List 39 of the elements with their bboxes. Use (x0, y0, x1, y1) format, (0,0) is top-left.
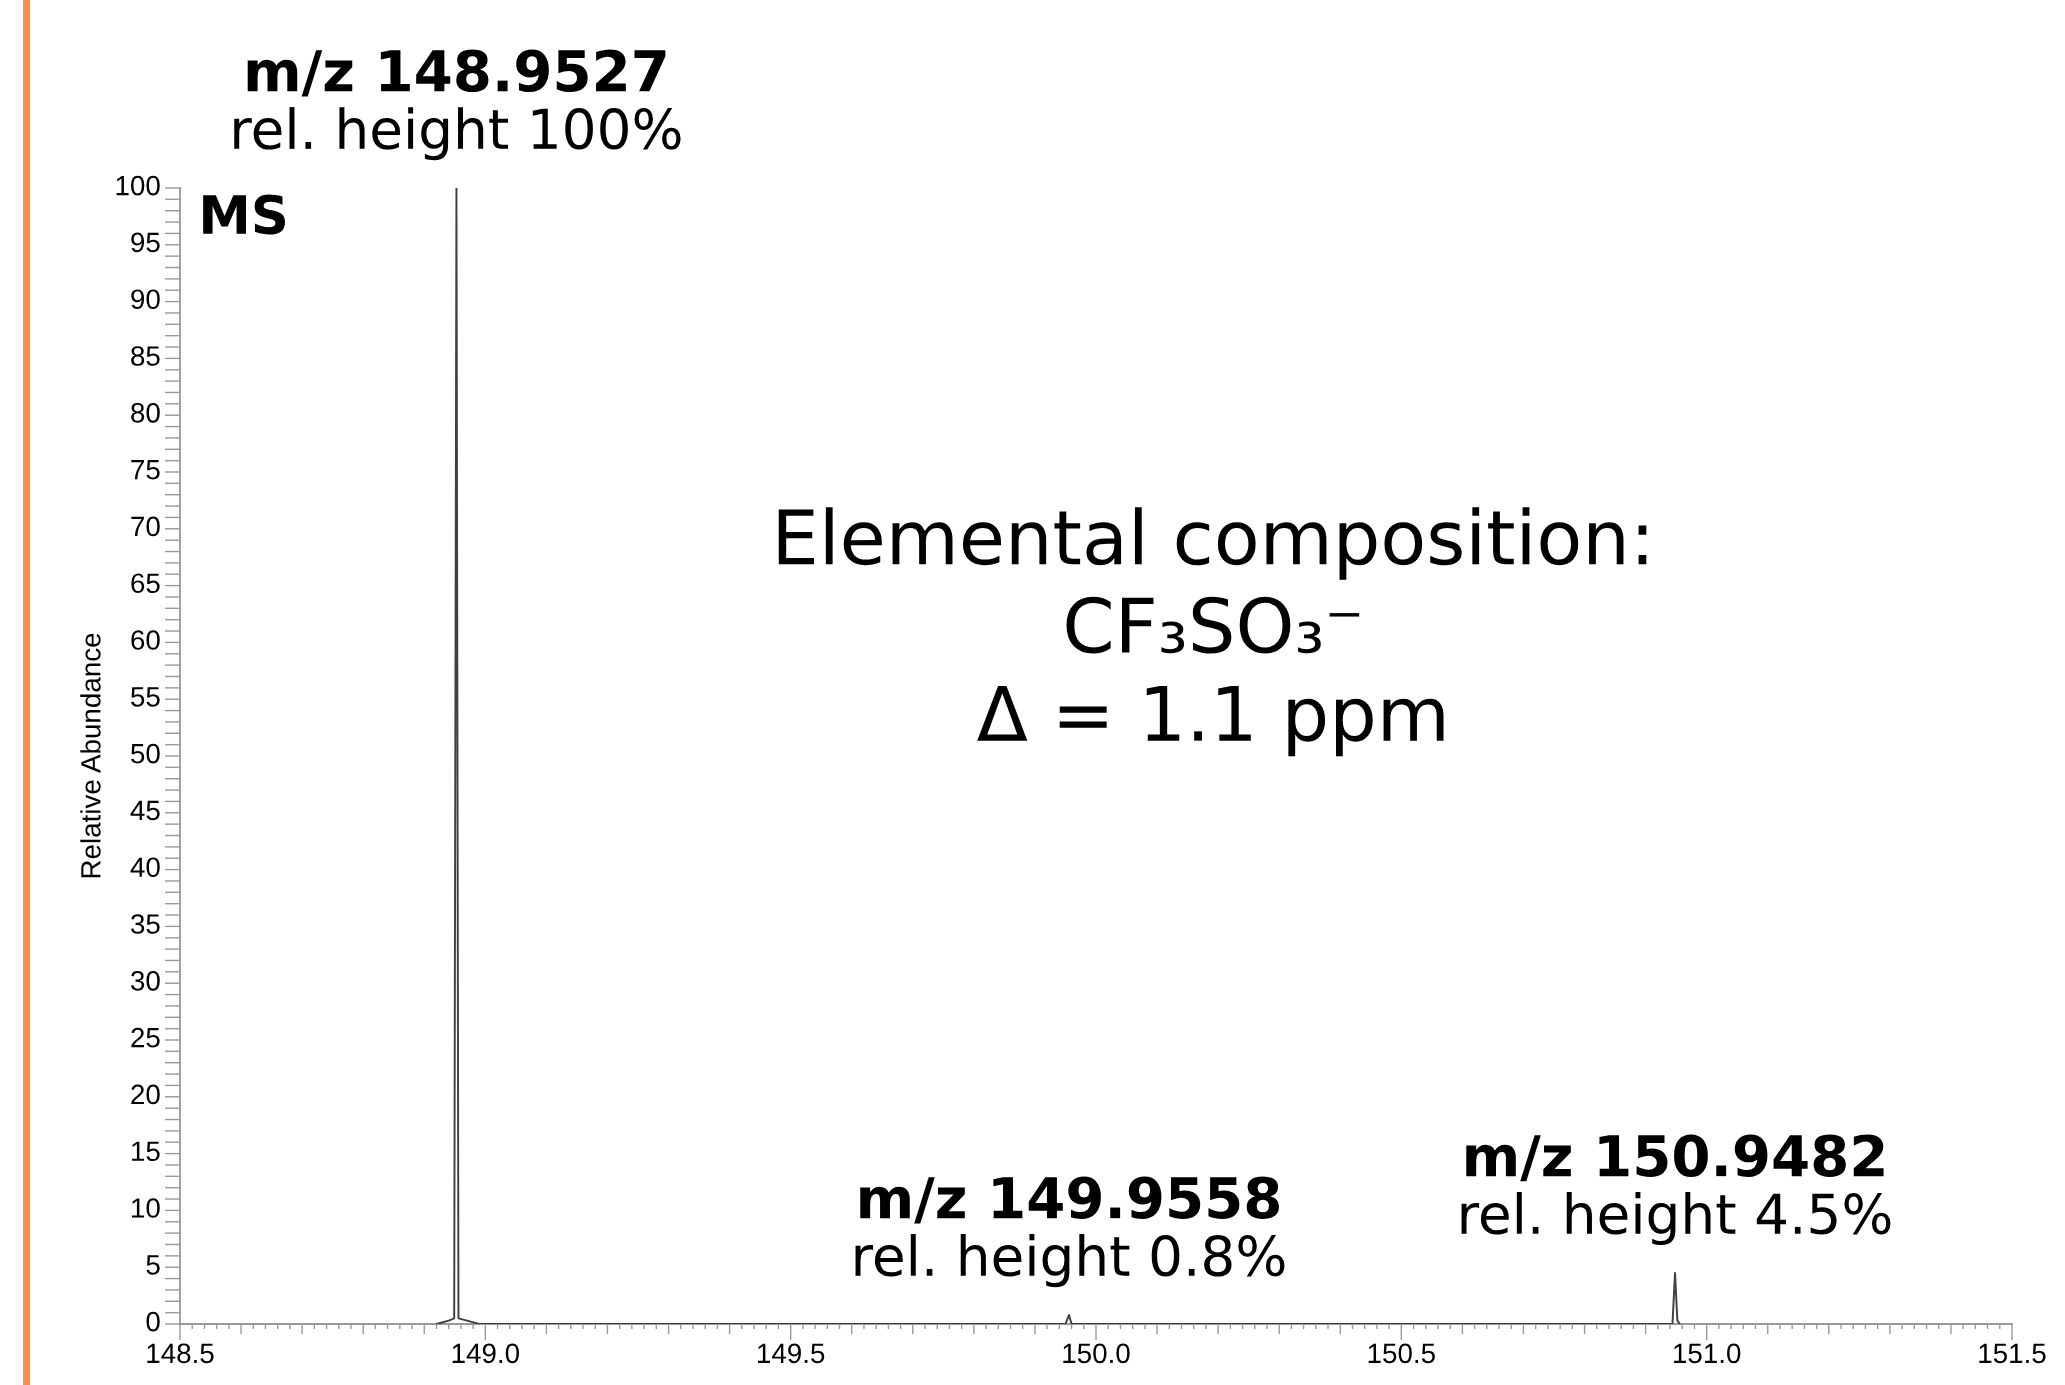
annotation: rel. height 4.5% (1461, 1192, 1891, 1246)
y-tick-label: 0 (146, 1311, 160, 1332)
y-tick-label: 5 (146, 1255, 160, 1275)
x-tick-label: 148.5 (147, 1343, 214, 1364)
annotation: m/z 148.9527 (247, 49, 666, 97)
chart-title: MS (203, 194, 285, 235)
y-tick-label: 40 (130, 857, 160, 878)
x-tick-label: 150.0 (1063, 1343, 1130, 1364)
y-tick-label: 20 (131, 1084, 160, 1105)
x-tick-label: 151.5 (1979, 1343, 2046, 1364)
y-tick-label: 50 (131, 743, 160, 764)
y-tick-label: 30 (131, 970, 160, 991)
annotation: Δ = 1.1 ppm (977, 685, 1444, 757)
y-tick-label: 55 (131, 687, 160, 707)
y-tick-label: 45 (130, 800, 160, 821)
y-tick-label: 70 (131, 516, 160, 537)
x-tick-label: 151.0 (1674, 1343, 1741, 1364)
y-axis-title: Relative Abundance (80, 633, 101, 878)
annotation: m/z 149.9558 (860, 1176, 1279, 1224)
y-tick-label: 60 (131, 630, 160, 650)
y-tick-label: 100 (116, 175, 160, 196)
annotation: m/z 150.9482 (1466, 1134, 1884, 1182)
annotation: Elemental composition: (778, 507, 1647, 580)
y-tick-label: 25 (131, 1027, 160, 1048)
annotation: rel. height 100% (234, 107, 681, 161)
y-tick-label: 85 (131, 346, 160, 366)
x-tick-label: 149.5 (758, 1343, 825, 1364)
y-tick-label: 35 (131, 914, 160, 934)
x-tick-label: 149.0 (452, 1343, 520, 1364)
y-tick-label: 95 (131, 232, 160, 253)
annotation: CF₃SO₃⁻ (1066, 596, 1360, 654)
y-tick-label: 15 (132, 1141, 160, 1162)
annotation: rel. height 0.8% (855, 1234, 1285, 1288)
x-tick-label: 150.5 (1368, 1343, 1435, 1364)
y-tick-label: 90 (131, 289, 160, 310)
y-tick-label: 65 (131, 573, 160, 594)
y-tick-label: 75 (131, 460, 160, 480)
y-tick-label: 80 (131, 402, 160, 423)
y-tick-label: 10 (132, 1198, 160, 1218)
